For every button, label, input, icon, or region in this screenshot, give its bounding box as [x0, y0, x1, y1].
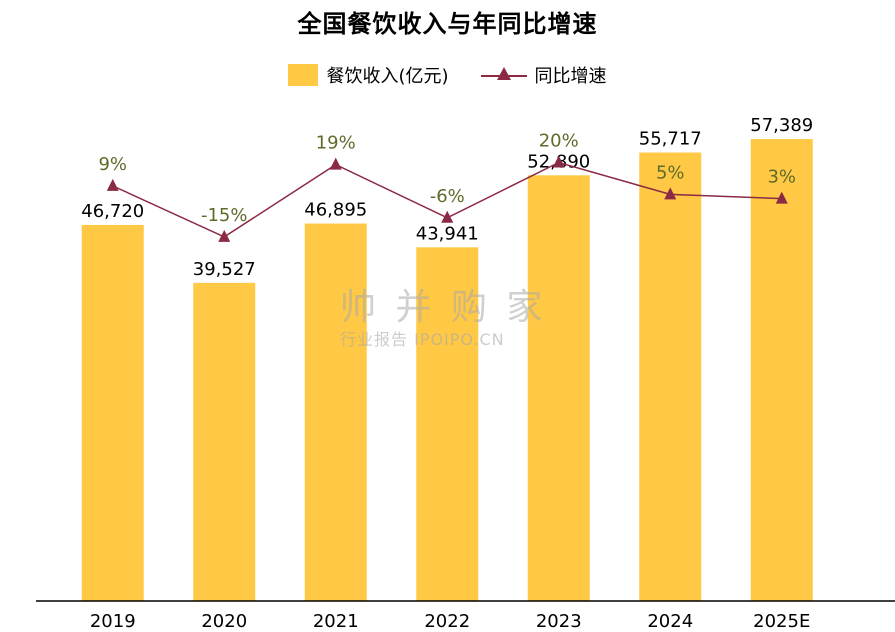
legend-swatch-bar — [288, 64, 319, 86]
x-tick-2019: 2019 — [90, 611, 136, 632]
growth-marker-2023 — [552, 155, 565, 168]
growth-label-2019: 9% — [98, 154, 127, 175]
growth-line-group — [106, 155, 788, 242]
x-tick-2021: 2021 — [313, 611, 359, 632]
bars-group — [81, 139, 813, 602]
bar-label-2019: 46,720 — [81, 201, 144, 222]
x-tick-2024: 2024 — [647, 611, 693, 632]
growth-marker-2021 — [329, 157, 342, 170]
bar-label-2022: 43,941 — [416, 223, 479, 244]
legend-label-growth: 同比增速 — [534, 66, 607, 87]
bar-2025E — [750, 139, 813, 601]
growth-label-2021: 19% — [316, 133, 356, 154]
growth-label-2020: -15% — [201, 205, 248, 226]
x-tick-2020: 2020 — [201, 611, 247, 632]
bar-label-2020: 39,527 — [193, 259, 256, 280]
bar-2020 — [193, 282, 256, 601]
growth-marker-2020 — [218, 229, 231, 242]
growth-marker-2025E — [775, 191, 788, 204]
legend-entry-growth: 同比增速 — [480, 62, 607, 88]
growth-label-2022: -6% — [430, 186, 465, 207]
legend: 餐饮收入(亿元) 同比增速 — [0, 62, 895, 88]
legend-swatch-line — [480, 65, 527, 85]
legend-label-revenue: 餐饮收入(亿元) — [326, 66, 449, 87]
legend-entry-revenue: 餐饮收入(亿元) — [288, 62, 449, 88]
x-tick-labels-group: 2019 2020 2021 2022 2023 2024 2025E — [90, 611, 811, 632]
bar-label-2025E: 57,389 — [750, 115, 813, 136]
growth-marker-2024 — [664, 187, 677, 200]
growth-label-2025E: 3% — [767, 167, 796, 188]
growth-marker-2019 — [106, 178, 119, 191]
chart-title: 全国餐饮收入与年同比增速 — [297, 10, 598, 38]
growth-labels-group: 9% -15% 19% -6% 20% 5% 3% — [98, 131, 796, 226]
growth-label-2023: 20% — [539, 131, 579, 152]
x-tick-2025E: 2025E — [753, 611, 810, 632]
bar-label-2024: 55,717 — [639, 129, 702, 150]
bar-label-2021: 46,895 — [304, 200, 367, 221]
bar-2021 — [304, 223, 367, 601]
x-tick-2022: 2022 — [424, 611, 470, 632]
growth-marker-2022 — [441, 210, 454, 223]
bar-2023 — [527, 175, 590, 601]
bar-2019 — [81, 224, 144, 601]
x-tick-2023: 2023 — [536, 611, 582, 632]
growth-label-2024: 5% — [656, 162, 685, 183]
bar-2022 — [416, 247, 479, 601]
bar-2024 — [639, 152, 702, 602]
